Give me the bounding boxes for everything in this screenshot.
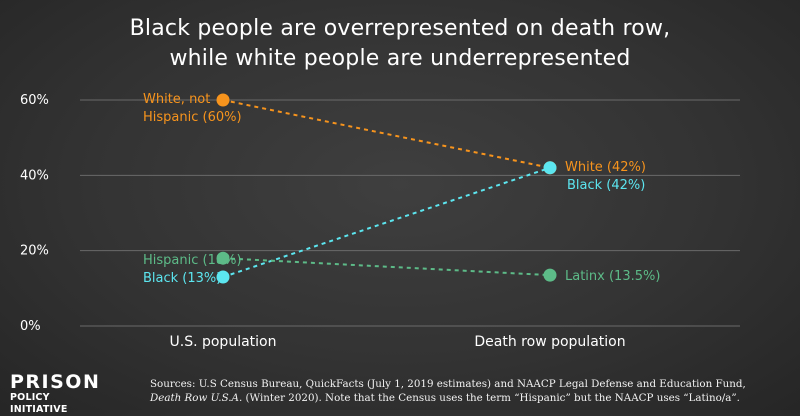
y-tick-label: 20% [20,244,49,259]
data-point [216,93,230,107]
sources-note: Sources: U.S Census Bureau, QuickFacts (… [150,377,790,405]
title-line-2: while white people are underrepresented [169,46,631,71]
logo-line-2: POLICY INITIATIVE [10,392,68,415]
series-line [222,166,551,278]
data-point [543,161,557,175]
data-label: Hispanic (18%) [143,253,242,268]
sources-italic-title: Death Row U.S.A. [150,392,243,404]
sources-line-2-rest: (Winter 2020). Note that the Census uses… [242,392,740,404]
prison-policy-initiative-logo: PRISON POLICY INITIATIVE [10,372,105,416]
y-tick-label: 60% [20,93,49,108]
data-label: Black (13%) [143,271,221,286]
chart-title: Black people are overrepresented on deat… [0,14,800,74]
data-label: White, not Hispanic (60%) [143,92,242,125]
data-label: Latinx (13.5%) [565,269,660,284]
x-category-label: Death row population [474,334,625,350]
x-category-label: U.S. population [170,334,277,350]
y-tick-label: 40% [20,168,49,183]
data-point [216,251,230,265]
data-point [216,270,230,284]
series-line [222,257,551,277]
title-line-1: Black people are overrepresented on deat… [129,16,671,41]
series-line [222,99,551,169]
data-label: White (42%) [565,160,646,175]
sources-line-1: Sources: U.S Census Bureau, QuickFacts (… [150,378,746,390]
data-label: Black (42%) [567,178,645,193]
sources-line-2: Death Row U.S.A. (Winter 2020). Note tha… [150,391,790,405]
data-point [543,268,557,282]
logo-line-1: PRISON [10,371,101,393]
y-tick-label: 0% [20,319,41,334]
